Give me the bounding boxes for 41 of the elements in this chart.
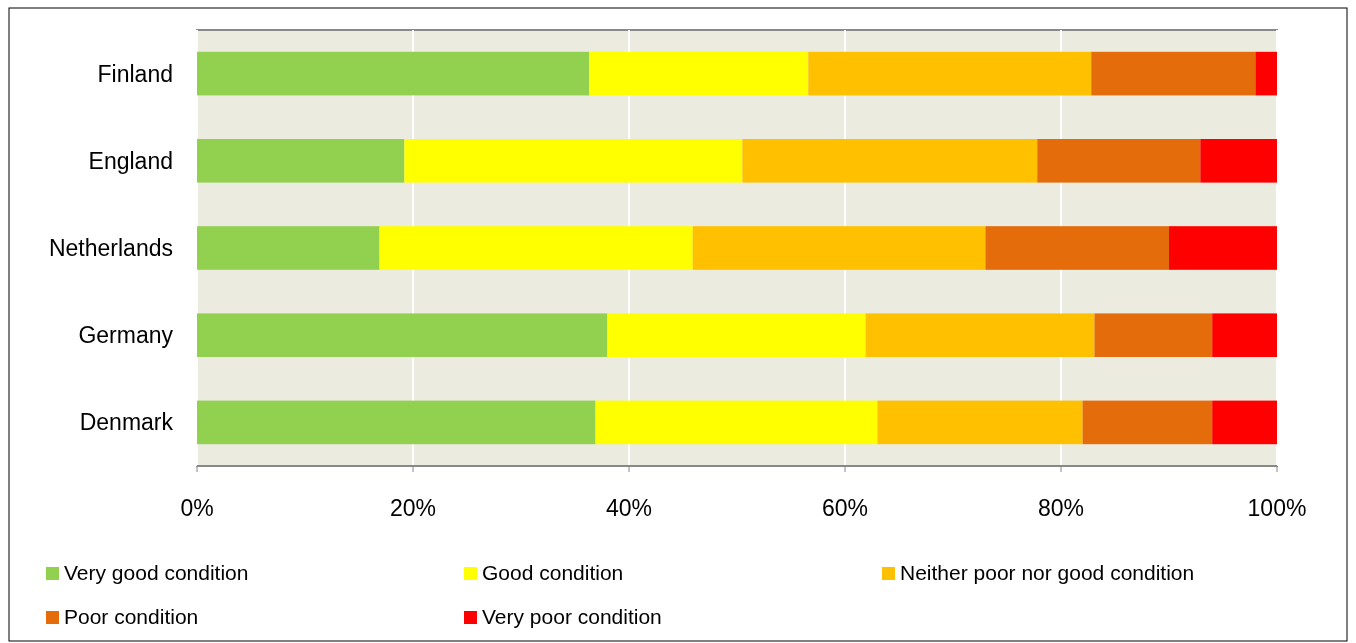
bar	[1037, 139, 1201, 183]
x-tick-label: 80%	[1037, 495, 1085, 521]
bar	[808, 51, 1092, 96]
y-tick-label: Finland	[97, 60, 173, 87]
bar	[1082, 400, 1213, 445]
y-tick-label: England	[88, 147, 173, 174]
bar	[1255, 51, 1277, 96]
bar	[1212, 313, 1277, 357]
bar	[197, 51, 590, 96]
legend-label: Poor condition	[64, 605, 199, 629]
bar	[1091, 51, 1256, 96]
y-tick-label: Germany	[78, 322, 174, 349]
x-tick-label: 40%	[605, 495, 653, 521]
bar	[1169, 226, 1277, 270]
bar	[595, 400, 878, 445]
bar	[985, 226, 1169, 270]
bar	[607, 313, 866, 357]
x-tick-label: 100%	[1247, 495, 1307, 521]
x-tick-label: 20%	[389, 495, 437, 521]
bar	[742, 139, 1038, 183]
legend-label: Neither poor nor good condition	[900, 561, 1195, 585]
y-tick-label: Denmark	[79, 409, 174, 436]
bar	[379, 226, 693, 270]
bar	[197, 139, 405, 183]
legend-label: Good condition	[482, 561, 624, 585]
legend-label: Very poor condition	[482, 605, 662, 629]
bar	[1094, 313, 1213, 357]
bar	[1212, 400, 1277, 445]
y-tick-label: Netherlands	[48, 235, 173, 262]
bar	[865, 313, 1095, 357]
bar	[589, 51, 809, 96]
bar	[197, 400, 596, 445]
bar	[692, 226, 986, 270]
x-tick-label: 0%	[180, 495, 214, 521]
bar	[197, 226, 380, 270]
legend-label: Very good condition	[64, 561, 249, 585]
bar	[404, 139, 743, 183]
bar	[877, 400, 1083, 445]
bar	[1200, 139, 1277, 183]
bar	[197, 313, 608, 357]
x-tick-label: 60%	[821, 495, 869, 521]
